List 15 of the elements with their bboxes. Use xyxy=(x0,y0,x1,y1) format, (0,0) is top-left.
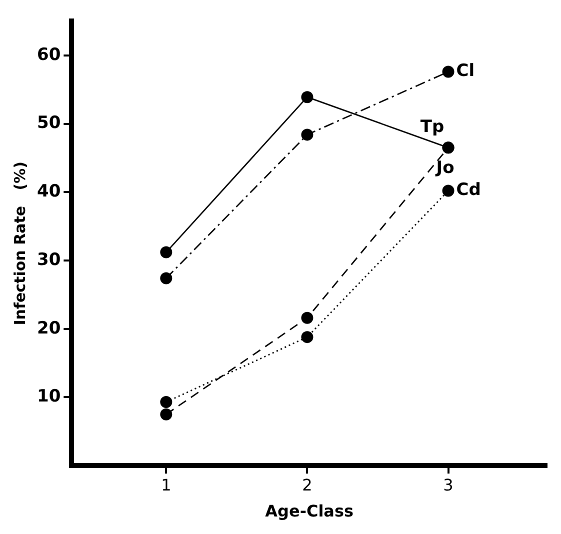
y-tick-label: 40 xyxy=(36,182,61,202)
y-axis-title: Infection Rate (%) xyxy=(10,162,29,326)
x-axis-title: Age-Class xyxy=(265,502,354,521)
series-label: Tp xyxy=(420,117,444,138)
y-tick-label: 10 xyxy=(36,386,61,407)
y-tick-label: 60 xyxy=(36,44,61,65)
y-tick-label: 20 xyxy=(36,318,61,338)
x-tick-label: 3 xyxy=(443,475,454,494)
y-tick-label: 50 xyxy=(36,113,61,134)
series-label: Jo xyxy=(435,158,454,178)
x-tick-label: 2 xyxy=(302,475,312,494)
series-label: Cd xyxy=(456,180,481,200)
series-label: Cl xyxy=(456,61,475,82)
x-tick-label: 1 xyxy=(161,475,172,494)
y-tick-label: 30 xyxy=(36,250,61,270)
